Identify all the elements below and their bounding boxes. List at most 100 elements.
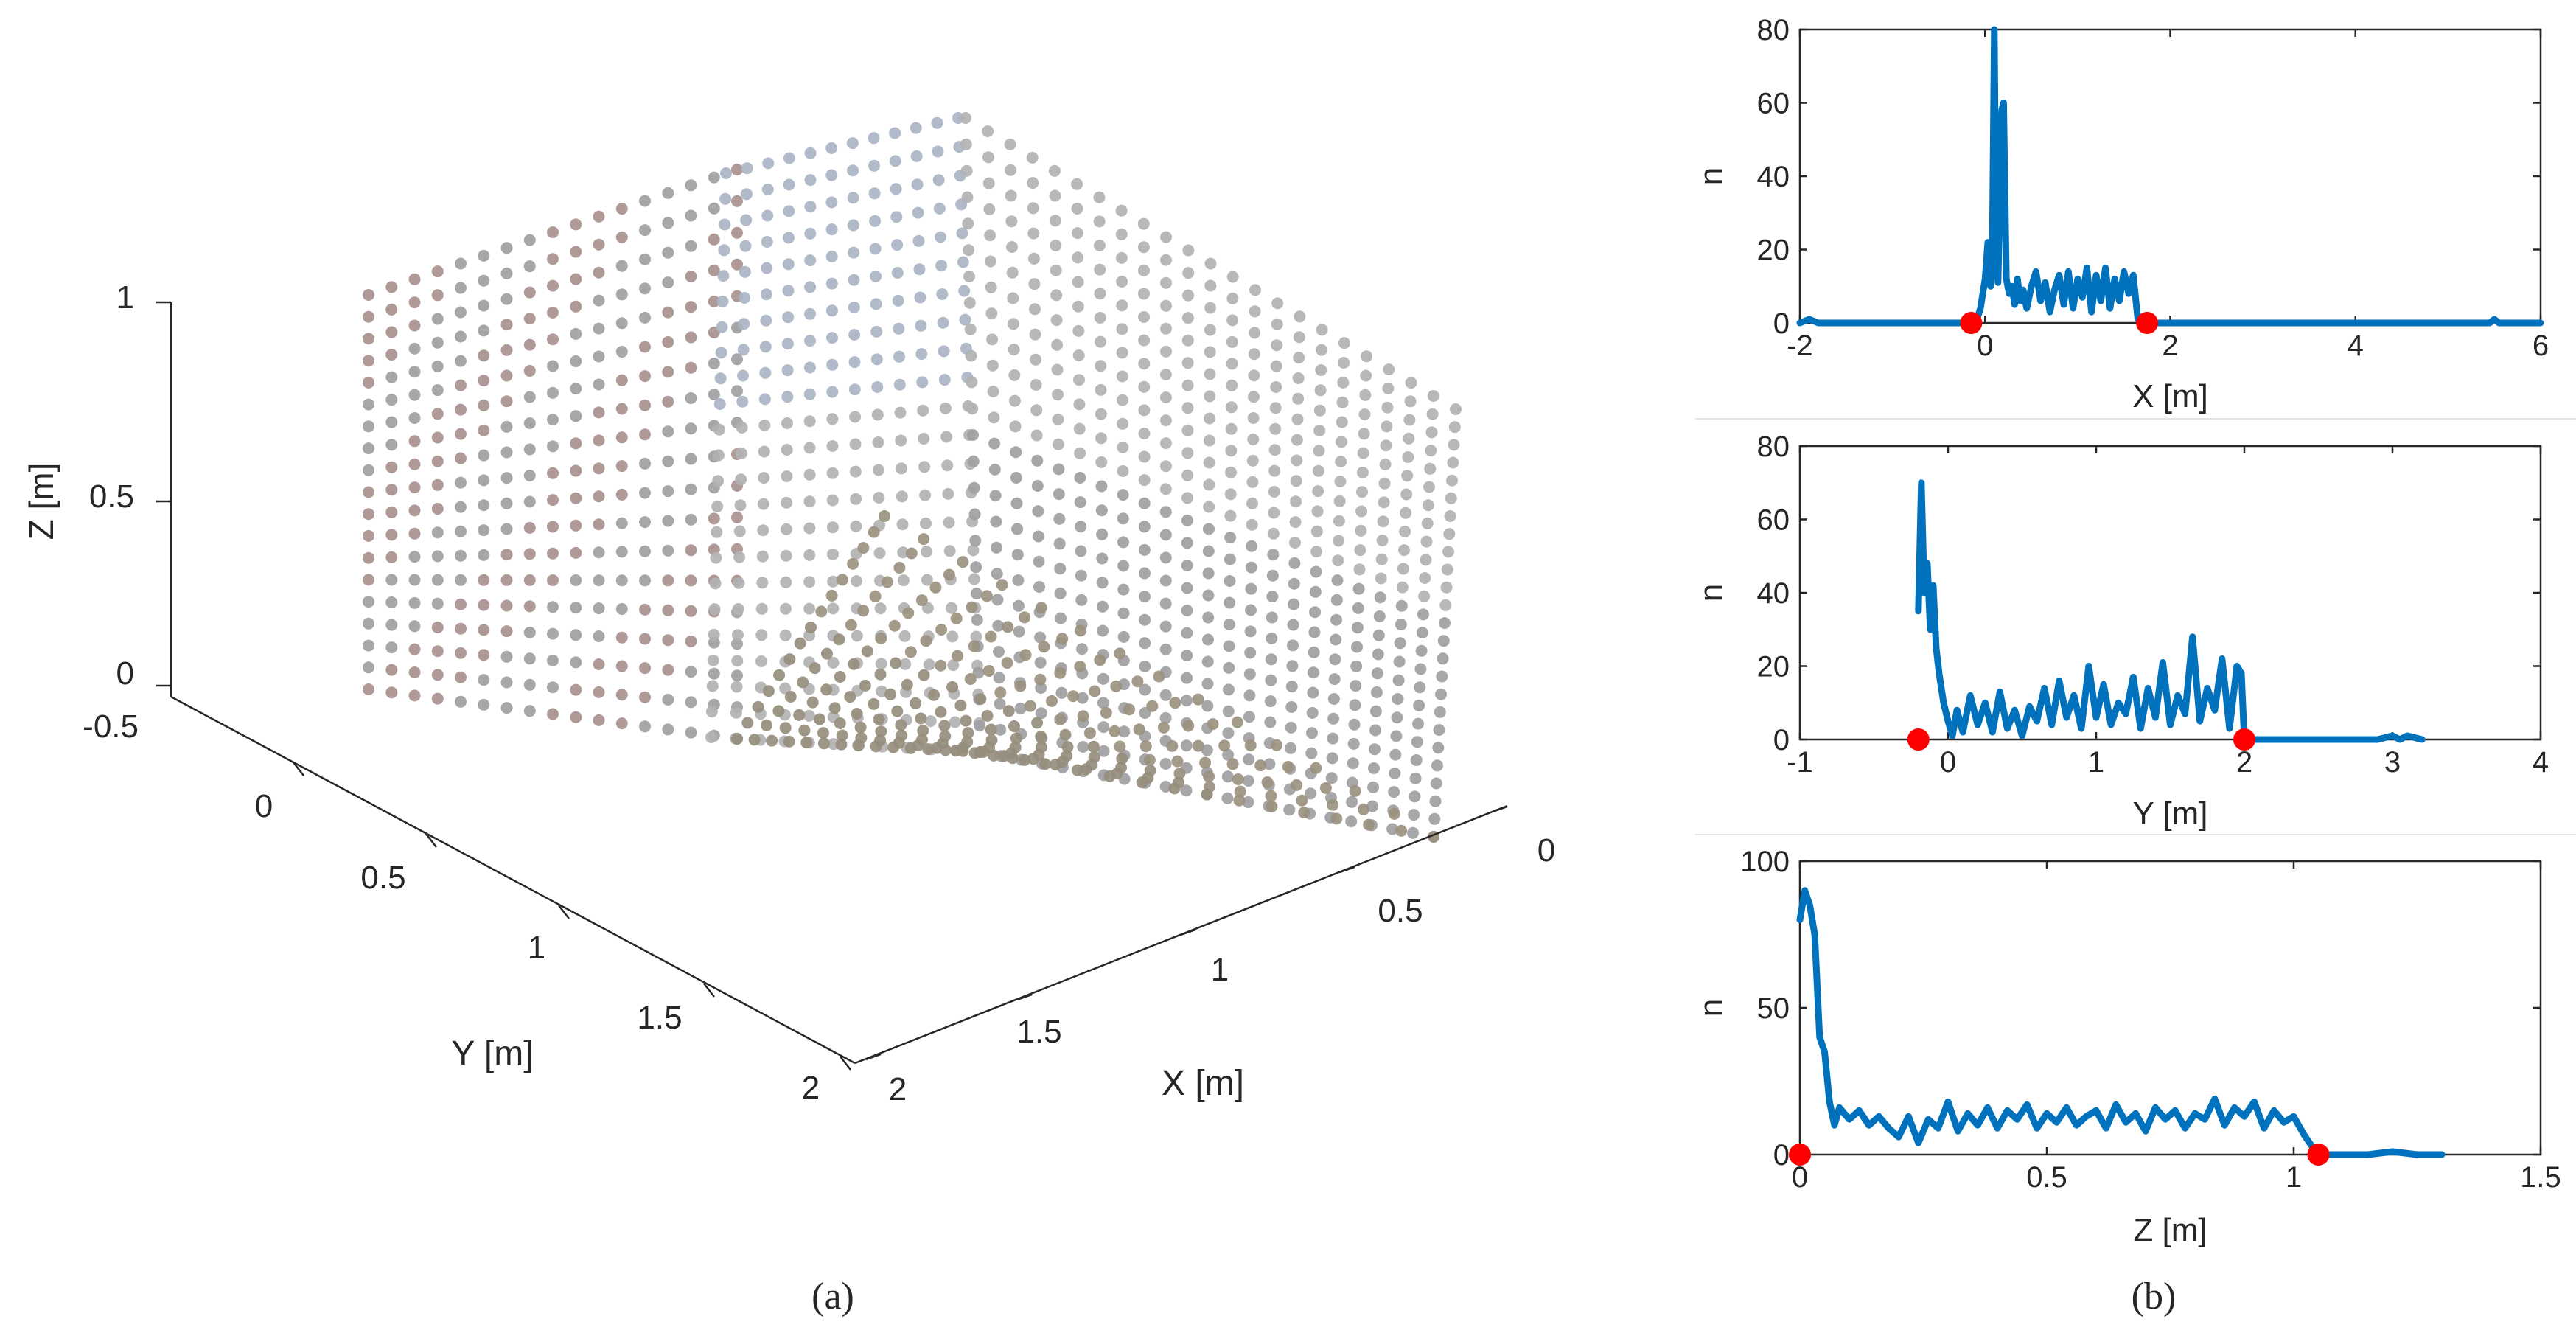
- cloud-point: [1051, 338, 1064, 351]
- cloud-point: [1355, 505, 1368, 518]
- cloud-point: [1159, 643, 1172, 655]
- cloud-point: [363, 639, 374, 652]
- cloud-point: [1182, 289, 1194, 302]
- cloud-point: [964, 673, 977, 685]
- cloud-point: [685, 422, 697, 435]
- cloud-point: [1055, 686, 1068, 699]
- cloud-point: [615, 631, 628, 644]
- cloud-point: [1264, 716, 1277, 728]
- cloud-point: [570, 383, 582, 395]
- cloud-point: [1293, 331, 1305, 344]
- cloud-point: [783, 178, 795, 191]
- cloud-point: [1160, 299, 1172, 312]
- cloud-point: [1369, 743, 1381, 756]
- cloud-point: [1389, 767, 1401, 779]
- cloud-point: [1268, 444, 1281, 456]
- histogram-series-line: [1796, 26, 2544, 327]
- cloud-point: [748, 734, 761, 746]
- cloud-point: [1261, 776, 1274, 788]
- cloud-point: [1450, 403, 1462, 415]
- cloud-point: [1333, 515, 1345, 527]
- cloud-point: [741, 717, 754, 729]
- cloud-point: [1222, 727, 1235, 739]
- cloud-point: [363, 617, 374, 630]
- cloud-point: [1110, 680, 1123, 692]
- cloud-point: [455, 501, 467, 513]
- cloud-point: [1019, 649, 1032, 661]
- cloud-point: [1013, 625, 1025, 638]
- cloud-point: [740, 188, 753, 201]
- cloud-point: [920, 635, 932, 647]
- cloud-point: [923, 658, 935, 671]
- cloud-point: [1008, 369, 1021, 381]
- cloud-point: [963, 296, 976, 309]
- cloud-point: [662, 455, 674, 467]
- cloud-point: [363, 333, 374, 345]
- cloud-point: [1243, 689, 1256, 702]
- cloud-point: [363, 529, 374, 542]
- cloud-point: [1138, 543, 1151, 556]
- cloud-point: [1050, 289, 1063, 302]
- cloud-point: [911, 178, 924, 191]
- cloud-point: [731, 226, 743, 239]
- point-cloud-points: [363, 112, 1462, 843]
- cloud-point: [385, 394, 398, 406]
- cloud-point: [1011, 549, 1024, 561]
- cloud-point: [385, 596, 398, 608]
- cloud-point: [1444, 510, 1456, 522]
- cloud-point: [1117, 536, 1129, 549]
- cloud-point: [1182, 720, 1195, 732]
- cloud-point: [547, 467, 559, 479]
- z-tick-label: 0: [116, 655, 134, 692]
- cloud-point: [762, 685, 775, 697]
- cloud-point: [870, 325, 883, 338]
- cloud-point: [1116, 753, 1128, 765]
- cloud-point: [639, 603, 651, 616]
- cloud-point: [1192, 693, 1204, 706]
- cloud-point: [1095, 360, 1107, 372]
- cloud-point: [1366, 800, 1379, 812]
- cloud-point: [1054, 587, 1067, 599]
- cloud-point: [685, 271, 697, 282]
- cloud-point: [523, 234, 536, 246]
- cloud-point: [780, 549, 792, 562]
- cloud-point: [455, 330, 467, 343]
- cloud-point: [685, 453, 697, 465]
- cloud-point: [1421, 517, 1434, 529]
- cloud-point: [965, 349, 977, 362]
- cloud-point: [946, 681, 958, 693]
- x-tick-mark: [1339, 866, 1355, 874]
- cloud-point: [992, 619, 1005, 632]
- cloud-point: [757, 524, 769, 537]
- cloud-point: [500, 625, 513, 638]
- cloud-point: [974, 746, 986, 758]
- cloud-point: [716, 321, 728, 333]
- cloud-point: [1203, 523, 1215, 535]
- cloud-point: [639, 399, 651, 411]
- cloud-point: [850, 520, 862, 532]
- cloud-point: [935, 706, 947, 718]
- cloud-point: [1159, 597, 1172, 610]
- cloud-point: [994, 697, 1006, 710]
- cloud-point: [363, 661, 374, 674]
- cloud-point: [1117, 489, 1129, 501]
- cloud-point: [1395, 824, 1408, 837]
- cloud-point: [1439, 599, 1452, 611]
- cloud-point: [758, 472, 770, 484]
- cloud-point: [1138, 474, 1151, 487]
- cloud-point: [685, 513, 697, 526]
- cloud-point: [781, 496, 793, 509]
- cloud-point: [1095, 504, 1108, 517]
- cloud-point: [455, 525, 467, 537]
- cloud-point: [1400, 488, 1413, 501]
- cloud-point: [593, 434, 605, 447]
- cloud-point: [1117, 583, 1130, 596]
- cloud-point: [847, 164, 859, 177]
- cloud-point: [1173, 768, 1186, 780]
- cloud-point: [500, 293, 513, 305]
- cloud-point: [761, 236, 773, 248]
- cloud-point: [1375, 572, 1387, 585]
- cloud-point: [1097, 697, 1109, 709]
- cloud-point: [1288, 577, 1300, 590]
- cloud-point: [960, 164, 973, 177]
